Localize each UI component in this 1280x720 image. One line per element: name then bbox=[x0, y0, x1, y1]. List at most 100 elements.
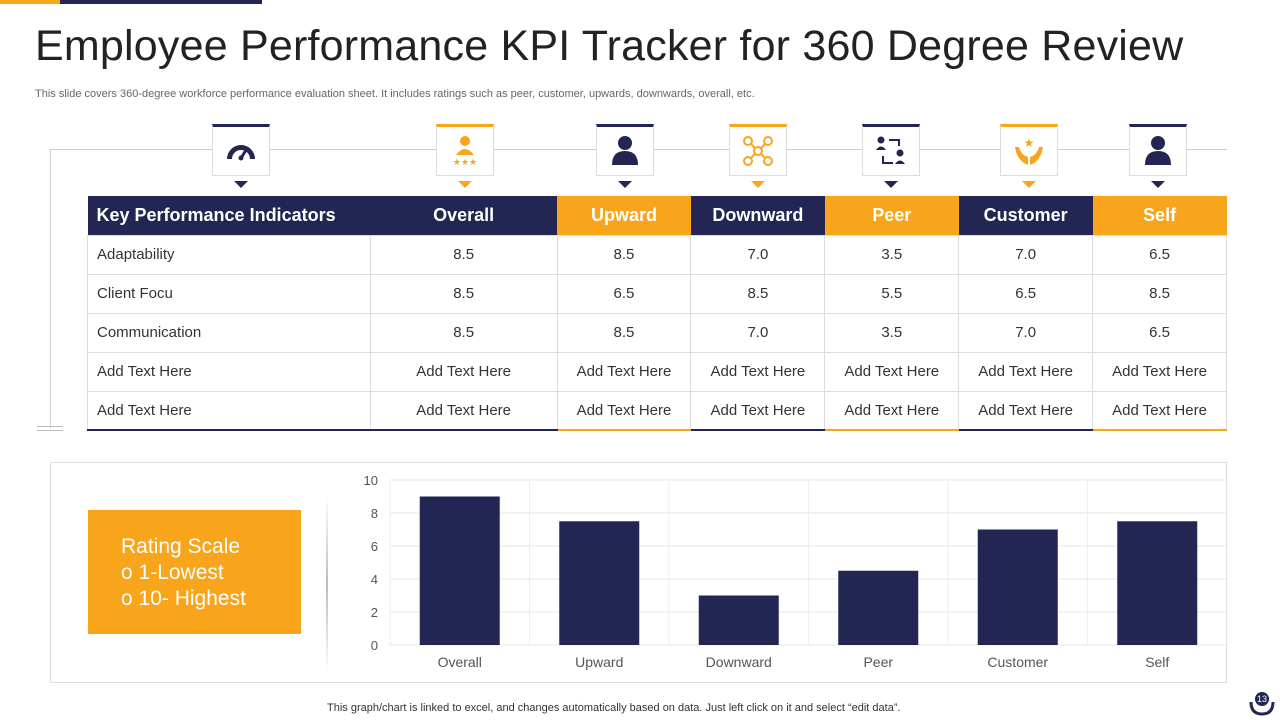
table-cell: 8.5 bbox=[690, 273, 826, 314]
hands-stars-icon: ★ bbox=[1015, 136, 1043, 165]
rating-item: o 10- Highest bbox=[121, 587, 246, 610]
table-cell: Add Text Here bbox=[824, 390, 960, 431]
rated-person-icon: ★★★ bbox=[453, 136, 477, 167]
column-header: Peer bbox=[824, 196, 959, 235]
accent-bar-navy bbox=[60, 0, 262, 4]
page-title: Employee Performance KPI Tracker for 360… bbox=[35, 22, 1184, 70]
bar-downward bbox=[698, 595, 779, 645]
y-tick-label: 6 bbox=[371, 539, 378, 554]
table-cell: Add Text Here bbox=[556, 390, 692, 431]
table-cell: Add Text Here bbox=[1092, 351, 1227, 392]
table-cell: 6.5 bbox=[1092, 312, 1227, 353]
table-cell: 8.5 bbox=[369, 312, 558, 353]
table-cell: 6.5 bbox=[1092, 234, 1227, 275]
column-header: Downward bbox=[690, 196, 825, 235]
table-cell: Add Text Here bbox=[369, 351, 558, 392]
network-icon bbox=[743, 136, 773, 166]
table-cell: Adaptability bbox=[87, 234, 371, 275]
x-tick-label: Self bbox=[1145, 654, 1169, 670]
x-tick-label: Overall bbox=[438, 654, 482, 670]
table-cell: Client Focu bbox=[87, 273, 371, 314]
x-tick-label: Customer bbox=[987, 654, 1048, 670]
table-cell: 8.5 bbox=[556, 234, 692, 275]
person-icon bbox=[1145, 136, 1171, 165]
icon-box: ★ bbox=[1000, 124, 1058, 176]
y-tick-label: 2 bbox=[371, 605, 378, 620]
rating-scale-box: Rating Scale o 1-Lowest o 10- Highest bbox=[88, 510, 301, 634]
table-row: Adaptability 8.5 8.5 7.0 3.5 7.0 6.5 bbox=[87, 234, 1227, 275]
table-cell: 8.5 bbox=[369, 234, 558, 275]
table-cell: 7.0 bbox=[690, 234, 826, 275]
icon-box: ★★★ bbox=[436, 124, 494, 176]
pointer-triangle-icon bbox=[751, 181, 765, 188]
table-cell: Communication bbox=[87, 312, 371, 353]
table-cell: Add Text Here bbox=[958, 351, 1094, 392]
pointer-triangle-icon bbox=[458, 181, 472, 188]
pointer-triangle-icon bbox=[234, 181, 248, 188]
kpi-table: Key Performance Indicators Overall Upward D… bbox=[87, 196, 1227, 431]
pointer-triangle-icon bbox=[1022, 181, 1036, 188]
connector-line-vertical bbox=[50, 149, 51, 428]
table-cell: 7.0 bbox=[958, 234, 1094, 275]
y-tick-label: 10 bbox=[364, 473, 378, 488]
exchange-icon bbox=[876, 136, 905, 164]
table-cell: Add Text Here bbox=[958, 390, 1094, 431]
table-row: Client Focu 8.5 6.5 8.5 5.5 6.5 8.5 bbox=[87, 273, 1227, 314]
table-cell: Add Text Here bbox=[87, 390, 371, 431]
x-tick-label: Downward bbox=[706, 654, 772, 670]
table-cell: 7.0 bbox=[690, 312, 826, 353]
table-row: Communication 8.5 8.5 7.0 3.5 7.0 6.5 bbox=[87, 312, 1227, 353]
icon-box bbox=[596, 124, 654, 176]
connector-foot bbox=[37, 430, 63, 431]
table-cell: 7.0 bbox=[958, 312, 1094, 353]
pointer-triangle-icon bbox=[1151, 181, 1165, 188]
column-header: Overall bbox=[370, 196, 558, 235]
footer-note: This graph/chart is linked to excel, and… bbox=[327, 702, 901, 714]
table-cell: Add Text Here bbox=[369, 390, 558, 431]
y-tick-label: 8 bbox=[371, 506, 378, 521]
panel-divider bbox=[326, 495, 328, 675]
table-cell: Add Text Here bbox=[87, 351, 371, 392]
table-cell: Add Text Here bbox=[690, 390, 826, 431]
rating-item: o 1-Lowest bbox=[121, 561, 224, 584]
column-header: Key Performance Indicators bbox=[87, 196, 371, 235]
column-header: Upward bbox=[557, 196, 691, 235]
table-cell: 6.5 bbox=[556, 273, 692, 314]
table-cell: 5.5 bbox=[824, 273, 960, 314]
icon-box bbox=[212, 124, 270, 176]
rating-title: Rating Scale bbox=[121, 535, 241, 558]
column-header: Customer bbox=[958, 196, 1093, 235]
table-cell: 3.5 bbox=[824, 312, 960, 353]
icon-box bbox=[729, 124, 787, 176]
svg-text:★: ★ bbox=[1024, 136, 1035, 150]
table-cell: 3.5 bbox=[824, 234, 960, 275]
svg-text:13: 13 bbox=[1257, 694, 1267, 704]
table-row: Add Text Here Add Text Here Add Text Here A… bbox=[87, 351, 1227, 392]
person-icon bbox=[612, 136, 638, 165]
x-tick-label: Peer bbox=[863, 654, 893, 670]
bar-self bbox=[1117, 521, 1198, 645]
page-number-badge: 13 bbox=[1249, 692, 1275, 716]
connector-foot bbox=[37, 426, 63, 427]
table-cell: 8.5 bbox=[1092, 273, 1227, 314]
table-cell: 6.5 bbox=[958, 273, 1094, 314]
svg-text:★★★: ★★★ bbox=[453, 157, 477, 167]
pointer-triangle-icon bbox=[884, 181, 898, 188]
bar-peer bbox=[838, 570, 919, 645]
icon-box bbox=[1129, 124, 1187, 176]
table-cell: Add Text Here bbox=[690, 351, 826, 392]
table-row: Add Text Here Add Text Here Add Text Here A… bbox=[87, 390, 1227, 431]
column-header: Self bbox=[1092, 196, 1227, 235]
table-cell: Add Text Here bbox=[1092, 390, 1227, 431]
table-cell: Add Text Here bbox=[556, 351, 692, 392]
page-subtitle: This slide covers 360-degree workforce p… bbox=[35, 88, 755, 100]
speedometer-icon bbox=[227, 145, 255, 161]
bar-chart[interactable]: 0 2 4 6 8 10 Overall Upward Downward Peer Customer… bbox=[340, 470, 1230, 680]
table-cell: 8.5 bbox=[369, 273, 558, 314]
bar-customer bbox=[977, 529, 1058, 645]
y-tick-label: 0 bbox=[371, 638, 378, 653]
bar-upward bbox=[559, 521, 640, 645]
y-tick-label: 4 bbox=[371, 572, 378, 587]
x-tick-label: Upward bbox=[575, 654, 623, 670]
bar-overall bbox=[419, 496, 500, 645]
